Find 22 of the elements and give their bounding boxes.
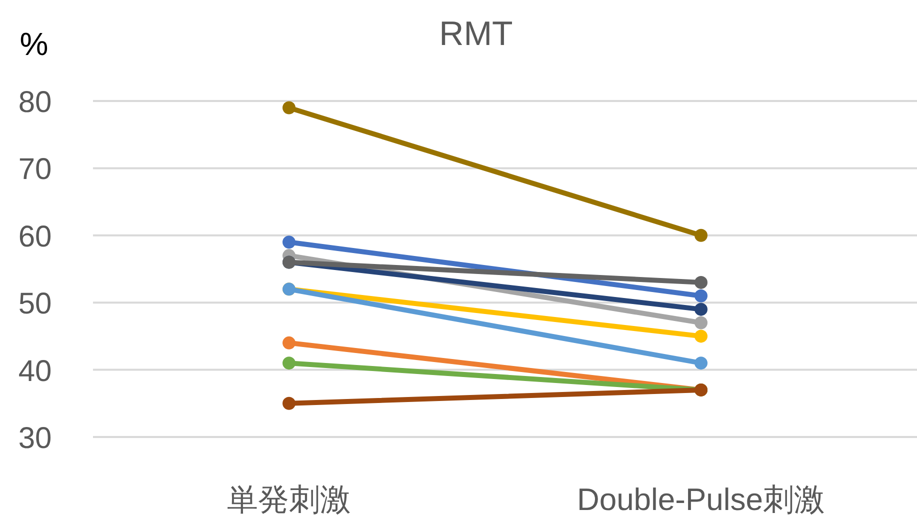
y-tick-label: 30 [18,422,52,455]
point [694,316,708,330]
x-tick-label: 単発刺激 [227,482,351,517]
y-tick-label: 70 [18,153,52,186]
point [282,236,296,249]
point [282,356,296,370]
y-tick-label: 80 [18,86,52,119]
chart-title: RMT [439,15,513,53]
point [694,330,708,343]
y-tick-label: 50 [18,288,52,321]
point [282,336,296,350]
y-tick-label: 60 [18,220,52,254]
x-tick-label: Double-Pulse刺激 [576,482,826,517]
point [694,228,708,242]
point [282,396,296,410]
point [282,101,296,114]
y-tick-label: 40 [18,354,52,388]
point [694,289,708,302]
point [694,356,708,370]
y-axis-title: % [20,26,48,62]
point [694,276,708,289]
point [694,302,708,316]
